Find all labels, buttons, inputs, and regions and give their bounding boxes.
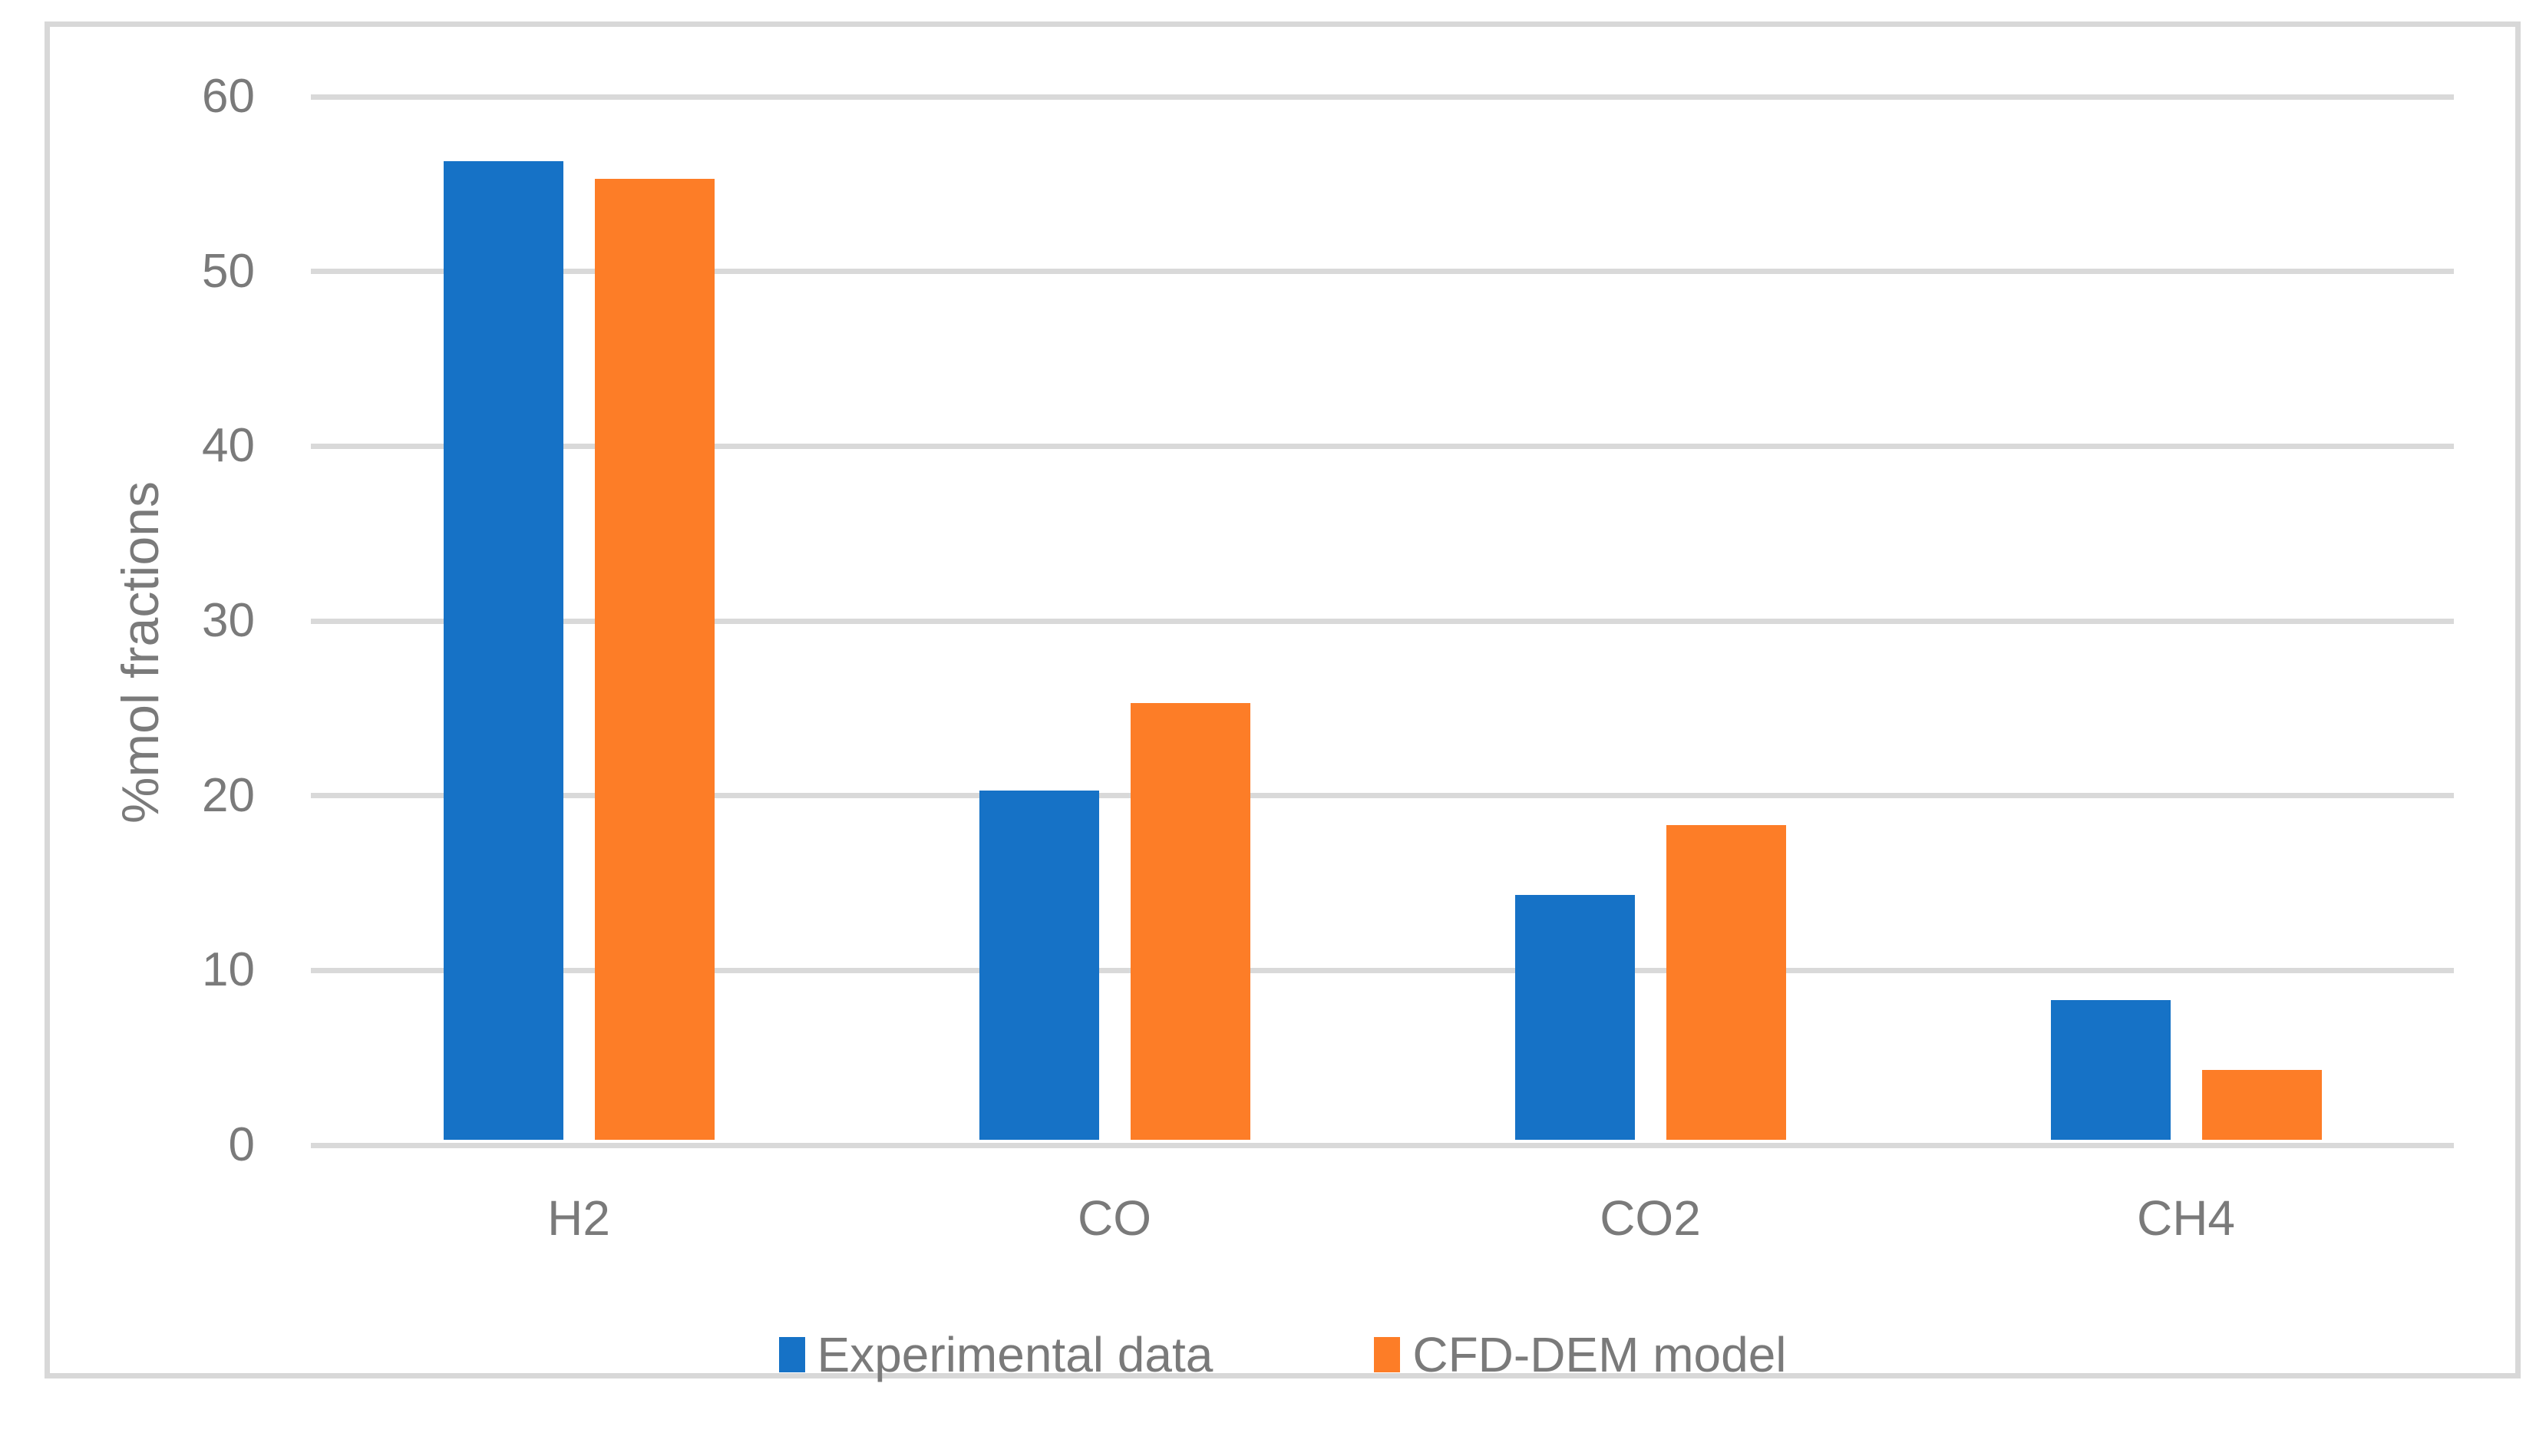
category-label-co: CO [1078, 1190, 1151, 1246]
chart-figure: %mol fractions 0 10 20 30 40 50 60 H2 CO CO2 CH4 … [45, 21, 2521, 1382]
bar-co2-experimental [1514, 895, 1635, 1140]
plot-area [311, 94, 2454, 1148]
gridline-60 [311, 94, 2454, 100]
bar-ch4-experimental [2050, 999, 2171, 1140]
bar-co2-model [1666, 825, 1786, 1140]
gridline-10 [311, 967, 2454, 973]
y-tick-label-50: 50 [202, 244, 255, 298]
bar-co-experimental [979, 790, 1099, 1140]
gridline-40 [311, 443, 2454, 449]
category-label-ch4: CH4 [2136, 1190, 2236, 1246]
legend-item-cfd-dem-model: CFD-DEM model [1374, 1326, 1787, 1383]
bar-co-model [1130, 702, 1250, 1140]
y-tick-label-40: 40 [202, 419, 255, 473]
category-label-co2: CO2 [1600, 1190, 1701, 1246]
gridline-30 [311, 618, 2454, 624]
y-tick-label-0: 0 [228, 1118, 255, 1171]
bar-ch4-model [2201, 1069, 2322, 1140]
bar-h2-model [594, 178, 715, 1140]
legend: Experimental data CFD-DEM model [50, 1324, 2515, 1385]
legend-label: CFD-DEM model [1412, 1327, 1787, 1382]
legend-item-experimental-data: Experimental data [778, 1326, 1214, 1383]
y-tick-label-60: 60 [202, 70, 255, 123]
legend-swatch-icon [778, 1337, 805, 1372]
gridline-20 [311, 793, 2454, 799]
gridline-50 [311, 269, 2454, 275]
category-label-h2: H2 [547, 1190, 610, 1246]
bar-h2-experimental [443, 161, 563, 1140]
x-axis-line [311, 1142, 2454, 1148]
y-tick-label-20: 20 [202, 768, 255, 822]
y-tick-label-10: 10 [202, 943, 255, 997]
legend-swatch-icon [1374, 1337, 1401, 1372]
y-tick-label-30: 30 [202, 594, 255, 647]
legend-label: Experimental data [817, 1327, 1214, 1382]
